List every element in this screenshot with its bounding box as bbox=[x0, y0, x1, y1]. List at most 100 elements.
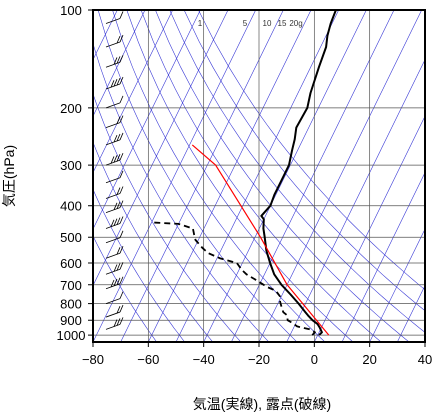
wind-barb-feather bbox=[119, 115, 124, 123]
dry-adiabat-line bbox=[198, 10, 425, 291]
isotherm-line bbox=[286, 59, 425, 342]
wind-barb bbox=[105, 262, 124, 275]
wind-barb bbox=[105, 186, 124, 199]
wind-barb bbox=[105, 11, 124, 24]
isotherm-line bbox=[93, 10, 146, 117]
dry-adiabat-line bbox=[155, 10, 410, 342]
mixing-ratio-label: 1 bbox=[198, 19, 203, 28]
wind-barb-feather bbox=[119, 132, 124, 141]
wind-barb bbox=[105, 216, 124, 229]
x-tick-label: −40 bbox=[193, 352, 215, 367]
wind-barb bbox=[105, 115, 124, 128]
wind-barb-feather bbox=[116, 35, 121, 44]
wind-barb-staff bbox=[105, 41, 121, 48]
sounding-series bbox=[151, 10, 337, 336]
wind-barb-feather bbox=[116, 187, 121, 195]
wind-barb-feather bbox=[113, 134, 118, 143]
wind-barb-feather bbox=[119, 276, 124, 284]
mixing-ratio-label: 10 bbox=[263, 19, 272, 28]
wind-barb bbox=[105, 152, 124, 166]
wind-barb-feather bbox=[113, 57, 118, 65]
isotherm-line bbox=[258, 10, 422, 342]
wind-barb-feather bbox=[119, 186, 124, 194]
wind-barb-staff bbox=[105, 283, 121, 290]
wind-barb bbox=[105, 76, 124, 90]
wind-barb-feather bbox=[113, 264, 118, 272]
wind-barb-feather bbox=[119, 152, 124, 161]
wind-barb-feather bbox=[119, 246, 124, 254]
temperature-line bbox=[260, 10, 337, 336]
wind-barb-feather bbox=[113, 79, 118, 87]
isotherm-line bbox=[175, 10, 339, 342]
x-tick-label: −60 bbox=[137, 352, 159, 367]
wind-barb bbox=[105, 276, 124, 290]
isotherm-line bbox=[203, 10, 367, 342]
y-tick-label: 900 bbox=[60, 313, 82, 328]
y-tick-label: 700 bbox=[60, 278, 82, 293]
x-tick-label: −20 bbox=[248, 352, 270, 367]
parcel-line bbox=[191, 144, 330, 336]
dry-adiabat-line bbox=[93, 188, 185, 342]
wind-barb-staff bbox=[105, 311, 121, 318]
wind-barb bbox=[105, 230, 124, 244]
wind-barb-feather bbox=[119, 230, 124, 238]
wind-barb-staff bbox=[105, 252, 121, 259]
wind-barb-feather bbox=[113, 218, 118, 226]
isotherm-line bbox=[231, 10, 395, 342]
wind-barb-staff bbox=[105, 18, 121, 24]
wind-barb bbox=[105, 246, 124, 259]
wind-barb-staff bbox=[105, 223, 121, 229]
wind-barb-staff bbox=[105, 268, 121, 275]
wind-barb-staff bbox=[105, 122, 121, 128]
isotherm-line bbox=[148, 10, 312, 342]
wind-barb bbox=[105, 34, 124, 48]
wind-barb-staff bbox=[105, 159, 121, 166]
wind-barb-feather bbox=[119, 34, 124, 43]
wind-barb-feather bbox=[119, 170, 124, 178]
wind-barb-feather bbox=[116, 116, 121, 124]
wind-barb-staff bbox=[105, 193, 121, 199]
dry-adiabat-line bbox=[97, 10, 298, 342]
dry-adiabat-line bbox=[93, 42, 270, 342]
y-tick-label: 800 bbox=[60, 297, 82, 312]
wind-barb-feather bbox=[116, 77, 121, 86]
wind-barb-staff bbox=[105, 298, 121, 304]
x-tick-label: 20 bbox=[362, 352, 376, 367]
wind-barb bbox=[105, 132, 124, 146]
dewpoint-line bbox=[151, 221, 316, 336]
wind-barb-staff bbox=[105, 83, 121, 90]
wind-barb-feather bbox=[110, 156, 115, 164]
y-axis-title: 気圧(hPa) bbox=[1, 145, 17, 207]
wind-barb-feather bbox=[119, 55, 124, 63]
wind-barbs bbox=[105, 11, 124, 330]
wind-barb-feather bbox=[113, 278, 118, 287]
wind-barb-feather bbox=[119, 76, 124, 85]
wind-barb-feather bbox=[110, 80, 115, 88]
y-tick-label: 300 bbox=[60, 158, 82, 173]
wind-barb bbox=[105, 55, 124, 68]
wind-barb-feather bbox=[119, 262, 124, 270]
dry-adiabat-line bbox=[93, 93, 242, 342]
wind-barb-feather bbox=[119, 291, 124, 299]
wind-barb-staff bbox=[105, 323, 121, 330]
x-tick-label: 0 bbox=[311, 352, 318, 367]
y-tick-label: 400 bbox=[60, 199, 82, 214]
wind-barb-feather bbox=[119, 216, 124, 224]
y-tick-label: 200 bbox=[60, 101, 82, 116]
wind-barb bbox=[105, 200, 124, 214]
dry-adiabat-line bbox=[93, 235, 157, 342]
wind-barb bbox=[105, 95, 124, 109]
isotherm-line bbox=[93, 10, 229, 287]
wind-barb-staff bbox=[105, 102, 121, 109]
wind-barb-feather bbox=[113, 202, 118, 210]
y-tick-label: 500 bbox=[60, 230, 82, 245]
isotherm-line bbox=[314, 115, 425, 342]
wind-barb-feather bbox=[116, 318, 121, 326]
isotherm-line bbox=[341, 171, 425, 342]
wind-barb-staff bbox=[105, 207, 121, 214]
mixing-ratio-labels: 1 5 10 15 20g bbox=[198, 19, 303, 28]
y-tick-label: 100 bbox=[60, 3, 82, 18]
x-axis-title: 気温(実線), 露点(破線) bbox=[193, 396, 331, 412]
